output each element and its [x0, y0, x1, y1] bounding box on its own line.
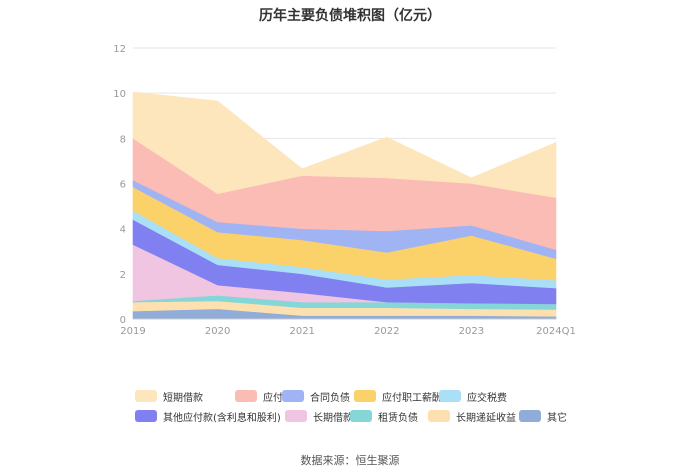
legend-item[interactable]: 其他应付款(含利息和股利): [135, 408, 281, 424]
legend-label: 合同负债: [310, 392, 350, 404]
stacked-area-chart: 0 2 4 6 8 10 12 2019 2020 2021 2022 2023 2024Q1: [113, 44, 576, 337]
x-tick-label: 2019: [120, 326, 145, 337]
legend-label: 其它: [547, 412, 567, 424]
legend-item[interactable]: 长期借款: [285, 408, 353, 424]
x-tick-label: 2024Q1: [536, 326, 576, 337]
legend-item[interactable]: 其它: [519, 408, 567, 424]
y-tick-label: 8: [120, 134, 126, 145]
legend-swatch: [519, 410, 541, 422]
legend-swatch: [354, 390, 376, 402]
y-tick-label: 12: [113, 44, 126, 55]
legend-item[interactable]: 租赁负债: [350, 408, 418, 424]
legend-label: 长期递延收益: [456, 412, 516, 424]
legend-item[interactable]: 长期递延收益: [428, 408, 516, 424]
x-tick-label: 2022: [374, 326, 399, 337]
legend-swatch: [439, 390, 461, 402]
legend-swatch: [350, 410, 372, 422]
legend-swatch: [428, 410, 450, 422]
source-note: 数据来源：恒生聚源: [300, 454, 400, 467]
area-series-10: [132, 91, 557, 199]
legend-swatch: [282, 390, 304, 402]
legend-label: 其他应付款(含利息和股利): [163, 412, 281, 424]
area-series: [132, 91, 557, 320]
legend-swatch: [285, 410, 307, 422]
legend-item[interactable]: 合同负债: [282, 388, 350, 404]
legend-swatch: [135, 390, 157, 402]
legend-label: 应交税费: [467, 392, 507, 404]
legend-label: 短期借款: [163, 392, 203, 404]
x-tick-label: 2021: [289, 326, 314, 337]
x-tick-label: 2023: [459, 326, 484, 337]
y-tick-label: 6: [120, 180, 126, 191]
legend-label: 租赁负债: [378, 412, 418, 424]
legend-item[interactable]: 短期借款: [135, 388, 203, 404]
legend-swatch: [235, 390, 257, 402]
legend-label: 长期借款: [313, 412, 353, 424]
x-tick-label: 2020: [205, 326, 230, 337]
legend-swatch: [135, 410, 157, 422]
y-tick-label: 10: [113, 89, 126, 100]
legend-label: 应付职工薪酬: [382, 392, 442, 404]
legend-item[interactable]: 应交税费: [439, 388, 507, 404]
legend-item[interactable]: 应付职工薪酬: [354, 388, 442, 404]
y-tick-label: 4: [120, 225, 126, 236]
chart-title: 历年主要负债堆积图（亿元）: [259, 8, 441, 24]
y-tick-label: 2: [120, 270, 126, 281]
axes: 0 2 4 6 8 10 12 2019 2020 2021 2022 2023 2024Q1: [113, 44, 576, 337]
y-tick-label: 0: [120, 315, 126, 326]
